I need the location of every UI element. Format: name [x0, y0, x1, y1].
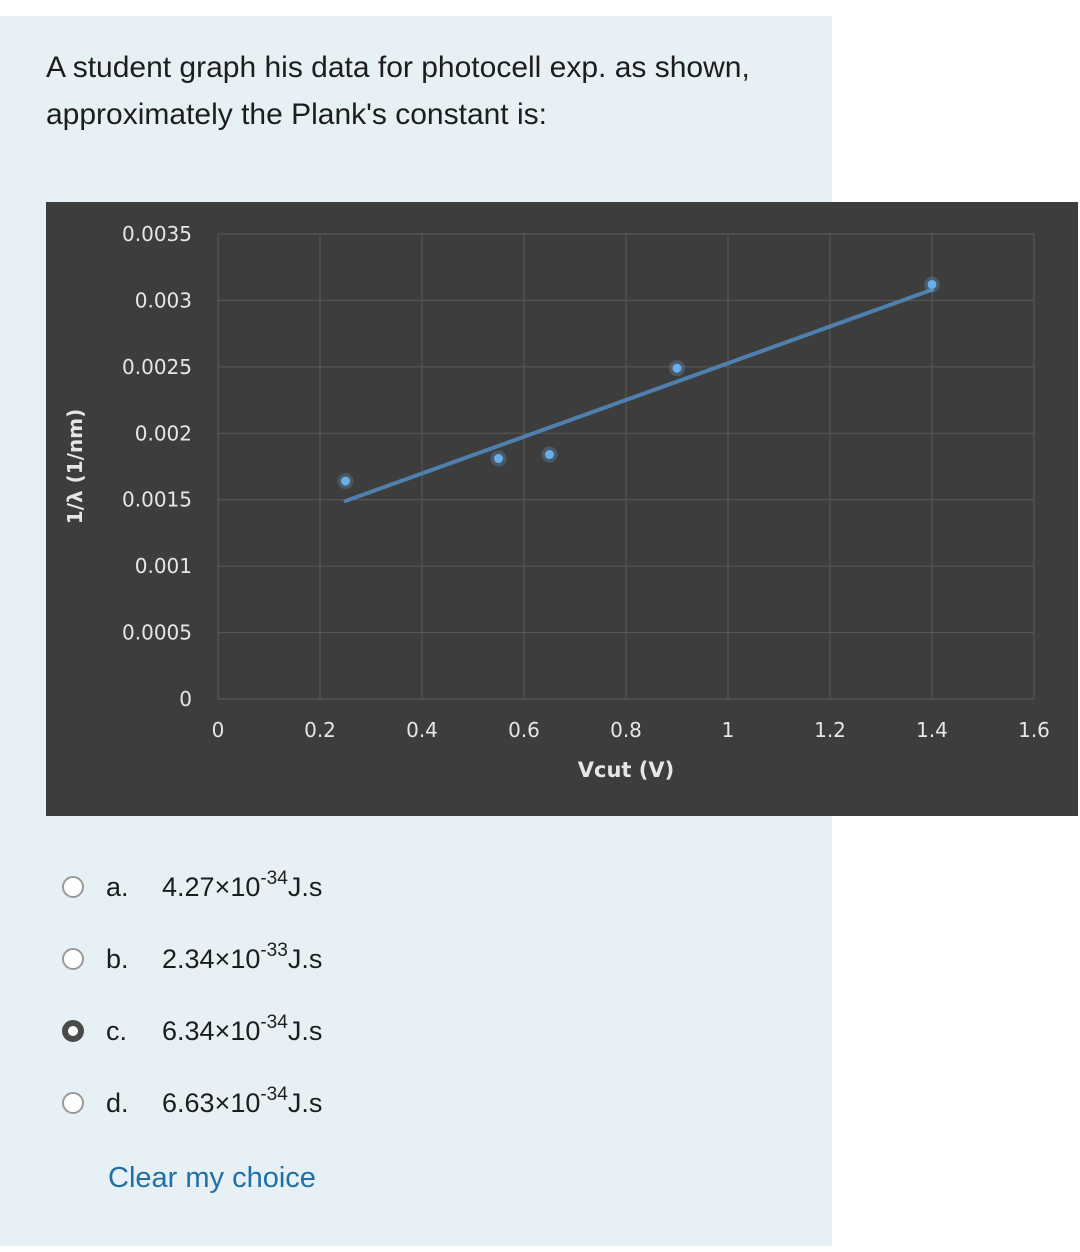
y-axis-label: 1/λ (1/nm) — [63, 409, 87, 524]
y-tick-label: 0 — [179, 687, 192, 711]
x-axis-label: Vcut (V) — [578, 758, 674, 782]
data-point-2 — [545, 450, 554, 460]
x-tick-label: 1.2 — [814, 718, 846, 742]
option-b-letter: b. — [106, 943, 129, 974]
chart-svg: 0 0.2 0.4 0.6 0.8 1 1.2 1.4 1.6 0 0.0005 0.001 0.001… — [46, 202, 1078, 816]
question-text: A student graph his data for photocell e… — [46, 51, 750, 131]
x-tick-label: 1 — [722, 718, 735, 742]
radio-d[interactable] — [62, 1092, 84, 1114]
radio-c[interactable] — [62, 1020, 84, 1042]
y-tick-label: 0.003 — [135, 288, 192, 312]
x-tick-label: 0.4 — [406, 718, 438, 742]
x-tick-label: 0.6 — [508, 718, 540, 742]
y-tick-label: 0.002 — [135, 421, 192, 445]
option-c-text: 6.34×10-34J.s — [162, 1011, 323, 1046]
y-tick-label: 0.0015 — [122, 488, 192, 512]
y-tick-label: 0.0025 — [122, 355, 192, 379]
radio-a[interactable] — [62, 876, 84, 898]
option-b[interactable]: b. 2.34×10-33J.s — [62, 939, 322, 979]
clear-choice-link[interactable]: Clear my choice — [108, 1162, 316, 1194]
option-a[interactable]: a. 4.27×10-34J.s — [62, 867, 322, 907]
x-tick-label: 0.2 — [304, 718, 336, 742]
x-tick-label: 1.4 — [916, 718, 948, 742]
data-point-3 — [672, 363, 682, 373]
option-a-text: 4.27×10-34J.s — [162, 867, 323, 902]
data-point-0 — [341, 476, 350, 486]
radio-b[interactable] — [62, 948, 84, 970]
data-point-1 — [494, 454, 503, 464]
option-c-letter: c. — [106, 1015, 128, 1046]
x-tick-label: 0 — [212, 718, 225, 742]
option-d[interactable]: d. 6.63×10-34J.s — [62, 1083, 322, 1123]
x-tick-label: 0.8 — [610, 718, 642, 742]
option-d-letter: d. — [106, 1087, 129, 1118]
x-tick-label: 1.6 — [1018, 718, 1050, 742]
trendline — [343, 287, 934, 504]
y-tick-label: 0.0035 — [122, 222, 192, 246]
option-b-text: 2.34×10-33J.s — [162, 939, 323, 974]
data-point-4 — [927, 279, 937, 289]
option-a-letter: a. — [106, 871, 129, 902]
option-d-text: 6.63×10-34J.s — [162, 1083, 323, 1118]
option-c[interactable]: c. 6.34×10-34J.s — [62, 1011, 322, 1051]
y-tick-label: 0.001 — [135, 554, 192, 578]
y-tick-label: 0.0005 — [122, 621, 192, 645]
chart: 0 0.2 0.4 0.6 0.8 1 1.2 1.4 1.6 0 0.0005 0.001 0.001… — [46, 202, 1078, 816]
